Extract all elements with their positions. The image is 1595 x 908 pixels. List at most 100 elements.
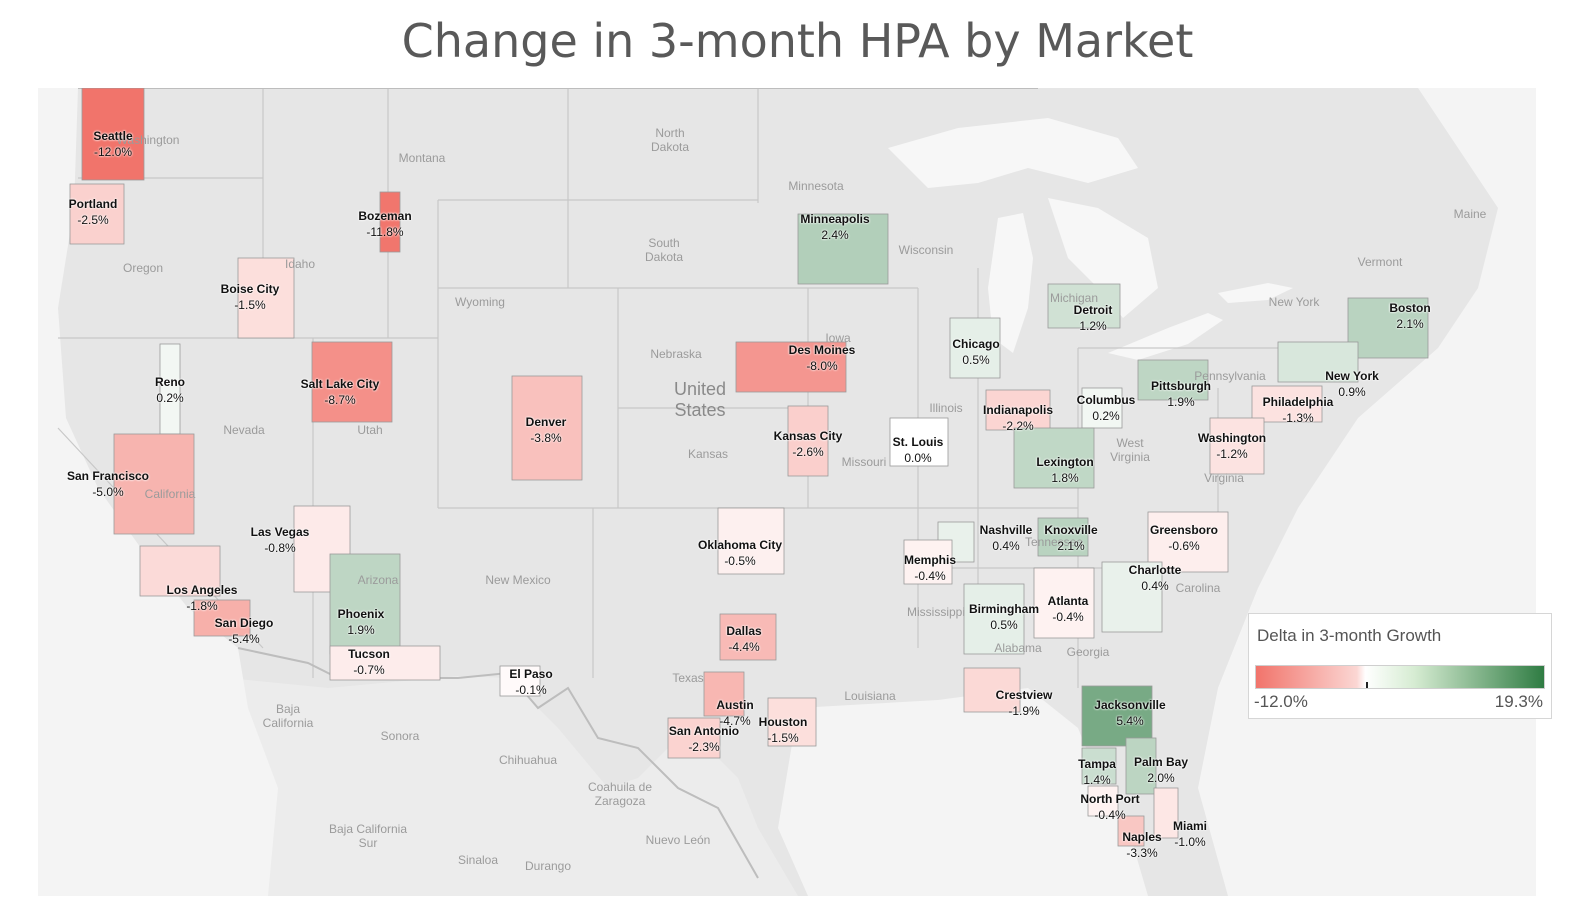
- map-title: Change in 3-month HPA by Market: [401, 14, 1194, 68]
- market-label[interactable]: Houston -1.5%: [759, 714, 808, 746]
- market-label[interactable]: San Diego -5.4%: [215, 615, 274, 647]
- market-label[interactable]: Los Angeles -1.8%: [167, 582, 238, 614]
- market-region-miami[interactable]: [1153, 787, 1179, 839]
- market-region-memphis[interactable]: [903, 539, 953, 585]
- market-region-los-angeles[interactable]: [139, 545, 221, 597]
- market-region-austin[interactable]: [703, 671, 745, 717]
- market-region-new-york[interactable]: [1277, 341, 1359, 383]
- market-label[interactable]: Salt Lake City -8.7%: [301, 376, 380, 408]
- market-label[interactable]: Columbus 0.2%: [1077, 392, 1136, 424]
- market-label[interactable]: Tucson -0.7%: [348, 646, 390, 678]
- market-region-naples[interactable]: [1117, 815, 1145, 847]
- market-label[interactable]: Palm Bay 2.0%: [1134, 754, 1188, 786]
- market-region-crestview[interactable]: [963, 667, 1021, 713]
- market-label[interactable]: Denver -3.8%: [526, 414, 567, 446]
- market-label[interactable]: Philadelphia -1.3%: [1263, 394, 1334, 426]
- market-label[interactable]: Phoenix 1.9%: [338, 606, 385, 638]
- market-label[interactable]: Oklahoma City -0.5%: [698, 537, 782, 569]
- market-value: -8.7%: [324, 393, 356, 407]
- market-label[interactable]: Des Moines -8.0%: [789, 342, 856, 374]
- market-value: -1.8%: [186, 599, 218, 613]
- geo-label: Sinaloa: [457, 853, 499, 867]
- market-name: Naples: [1122, 830, 1162, 844]
- market-region-jacksonville[interactable]: [1081, 685, 1153, 747]
- market-label[interactable]: New York 0.9%: [1325, 368, 1379, 400]
- market-region-boise-city[interactable]: [237, 257, 295, 339]
- market-label[interactable]: Birmingham 0.5%: [969, 601, 1039, 633]
- market-region-tampa[interactable]: [1081, 747, 1117, 785]
- market-region-palm-bay[interactable]: [1125, 737, 1157, 795]
- market-region-seattle[interactable]: [81, 88, 145, 181]
- market-region-detroit[interactable]: [1047, 283, 1121, 329]
- market-region-dallas[interactable]: [719, 613, 777, 661]
- market-label[interactable]: Miami -1.0%: [1173, 818, 1207, 850]
- market-region-houston[interactable]: [767, 697, 817, 747]
- market-label[interactable]: Crestview -1.9%: [996, 687, 1053, 719]
- market-region-north-port[interactable]: [1087, 785, 1119, 817]
- market-label[interactable]: San Antonio -2.3%: [669, 723, 739, 755]
- market-label[interactable]: Knoxville 2.1%: [1044, 522, 1097, 554]
- market-region-birmingham[interactable]: [963, 583, 1025, 655]
- market-label[interactable]: Boston 2.1%: [1389, 300, 1430, 332]
- market-label[interactable]: Pittsburgh 1.9%: [1151, 378, 1211, 410]
- market-region-atlanta[interactable]: [1033, 567, 1095, 639]
- market-label[interactable]: Washington -1.2%: [1198, 430, 1266, 462]
- market-region-charlotte[interactable]: [1101, 561, 1163, 633]
- market-region-portland[interactable]: [69, 183, 125, 245]
- market-region-san-antonio[interactable]: [667, 717, 721, 759]
- market-label[interactable]: Nashville 0.4%: [980, 522, 1033, 554]
- market-label[interactable]: Lexington 1.8%: [1036, 454, 1093, 486]
- market-region-kansas-city[interactable]: [787, 405, 829, 477]
- market-region-tucson[interactable]: [329, 645, 441, 681]
- market-region-minneapolis[interactable]: [797, 213, 889, 285]
- market-label[interactable]: Atlanta -0.4%: [1048, 593, 1089, 625]
- market-label[interactable]: North Port -0.4%: [1080, 791, 1139, 823]
- market-label[interactable]: Seattle -12.0%: [93, 128, 132, 160]
- us-market-map[interactable]: North Dakota Montana Minnesota South Dakota Wy…: [38, 88, 1536, 896]
- market-region-st-louis[interactable]: [889, 417, 949, 467]
- market-label[interactable]: Indianapolis -2.2%: [983, 402, 1053, 434]
- market-region-des-moines[interactable]: [735, 341, 847, 393]
- market-label[interactable]: San Francisco -5.0%: [67, 468, 149, 500]
- market-label[interactable]: Chicago 0.5%: [952, 336, 999, 368]
- market-label[interactable]: El Paso -0.1%: [509, 666, 552, 698]
- market-region-philadelphia[interactable]: [1251, 385, 1323, 423]
- market-label[interactable]: Austin -4.7%: [716, 697, 753, 729]
- market-label[interactable]: Charlotte 0.4%: [1129, 562, 1182, 594]
- legend-title: Delta in 3-month Growth: [1257, 626, 1442, 645]
- market-region-denver[interactable]: [511, 375, 583, 481]
- market-label[interactable]: Portland -2.5%: [69, 196, 118, 228]
- market-region-chicago[interactable]: [949, 317, 1001, 379]
- market-label[interactable]: Reno 0.2%: [155, 374, 185, 406]
- market-label[interactable]: Dallas -4.4%: [726, 623, 761, 655]
- market-region-phoenix[interactable]: [329, 553, 401, 655]
- market-label[interactable]: Jacksonville 5.4%: [1094, 697, 1165, 729]
- market-region-knoxville[interactable]: [1037, 517, 1089, 557]
- market-region-columbus[interactable]: [1081, 387, 1123, 429]
- legend-min-label: -12.0%: [1254, 692, 1308, 711]
- market-label[interactable]: Las Vegas -0.8%: [251, 524, 310, 556]
- market-label[interactable]: Naples -3.3%: [1122, 829, 1161, 861]
- market-region-san-diego[interactable]: [193, 599, 251, 637]
- market-region-lexington[interactable]: [1013, 427, 1095, 489]
- market-region-bozeman[interactable]: [379, 191, 401, 253]
- market-label[interactable]: Tampa 1.4%: [1078, 756, 1116, 788]
- market-label[interactable]: Memphis -0.4%: [904, 552, 956, 584]
- market-label[interactable]: Kansas City -2.6%: [774, 428, 843, 460]
- geo-label: Tennessee: [1024, 535, 1084, 549]
- market-label[interactable]: Minneapolis 2.4%: [800, 211, 869, 243]
- market-label[interactable]: Detroit 1.2%: [1074, 302, 1113, 334]
- market-label[interactable]: St. Louis 0.0%: [893, 434, 944, 466]
- geo-label: Illinois: [929, 401, 963, 415]
- market-region-pittsburgh[interactable]: [1137, 359, 1209, 401]
- market-name: Minneapolis: [800, 212, 870, 226]
- market-region-oklahoma-city[interactable]: [717, 507, 785, 575]
- market-region-san-francisco[interactable]: [113, 433, 195, 535]
- market-region-washington[interactable]: [1209, 417, 1265, 475]
- market-label[interactable]: Bozeman -11.8%: [358, 208, 411, 240]
- market-label[interactable]: Boise City -1.5%: [221, 281, 280, 313]
- market-region-boston[interactable]: [1347, 297, 1429, 359]
- market-region-salt-lake-city[interactable]: [311, 341, 393, 423]
- market-label[interactable]: Greensboro -0.6%: [1150, 522, 1218, 554]
- market-region-el-paso[interactable]: [499, 665, 541, 697]
